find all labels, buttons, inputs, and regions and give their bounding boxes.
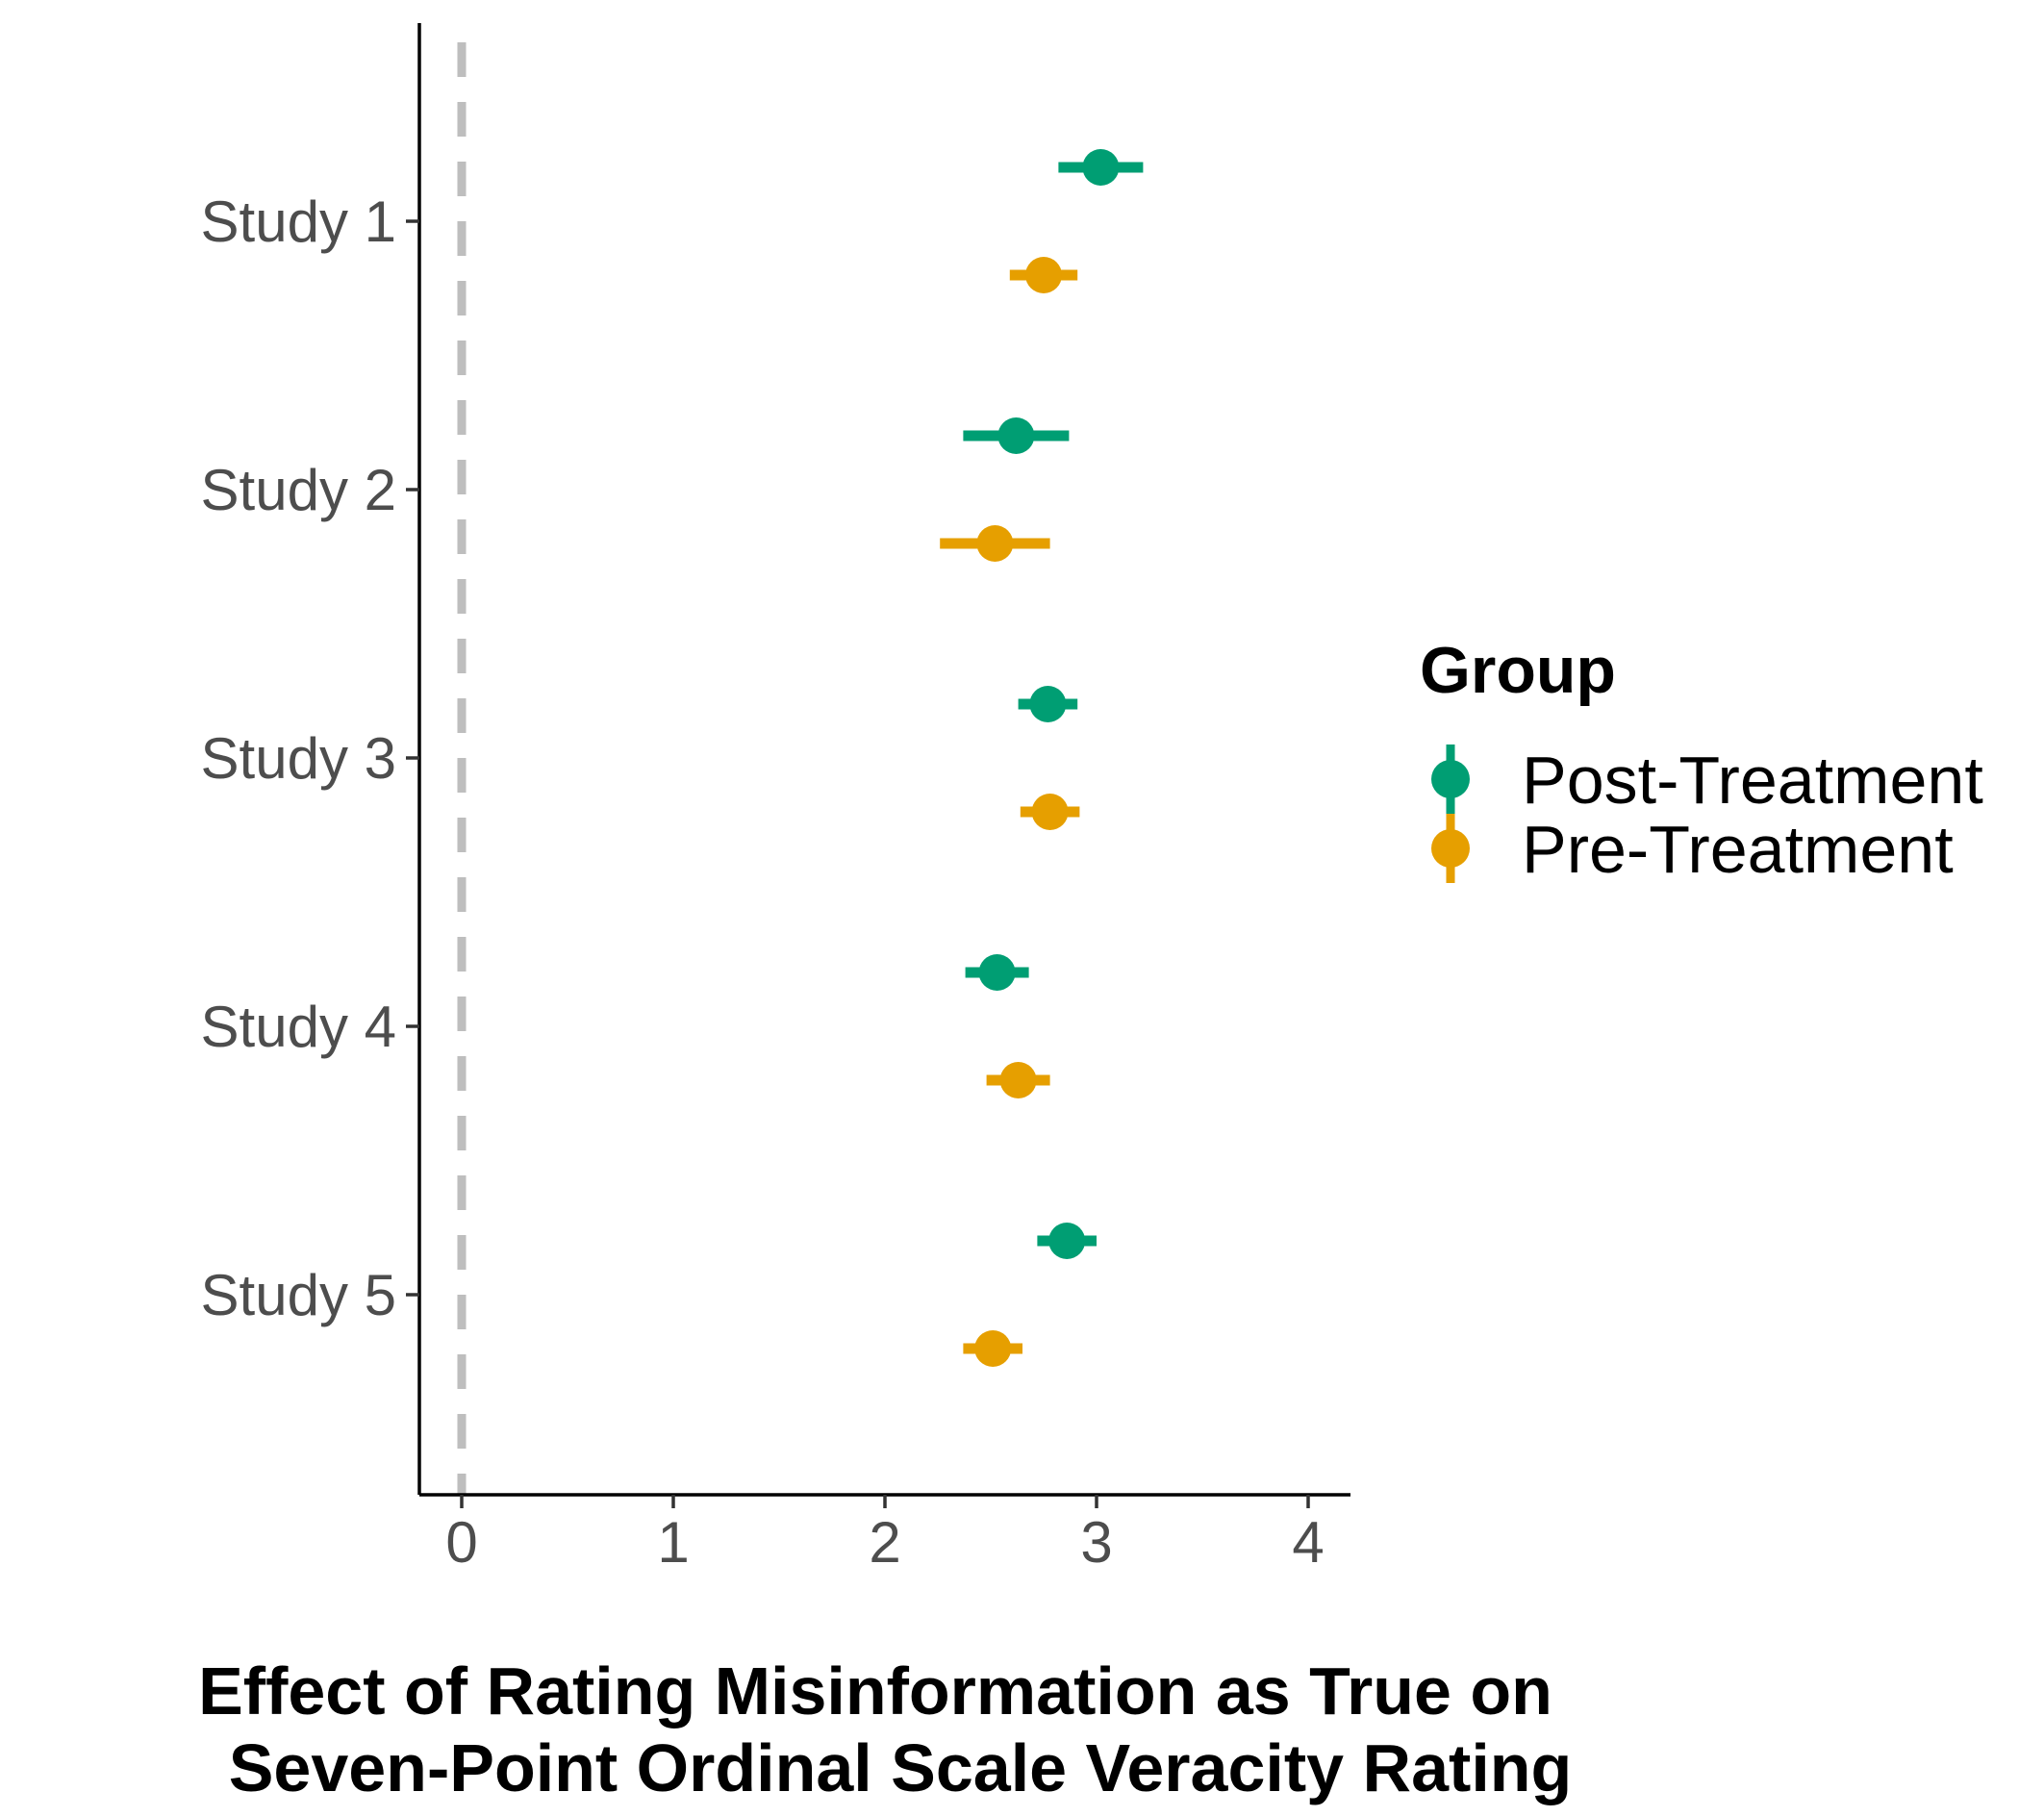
point-estimate [1048, 1223, 1086, 1259]
legend-key-point [1431, 829, 1470, 868]
series-post-treatment [963, 149, 1144, 1259]
x-tick-label: 1 [657, 1510, 689, 1575]
y-tick-label: Study 4 [201, 995, 396, 1059]
y-axis-ticks: Study 1 Study 2 Study 3 Study 4 Study 5 [201, 189, 419, 1327]
point-estimate [976, 525, 1014, 562]
x-tick-label: 3 [1080, 1510, 1112, 1575]
legend-key-point [1431, 760, 1470, 798]
legend-item: Post-Treatment [1431, 743, 1983, 818]
legend-title: Group [1420, 634, 1616, 707]
x-tick-label: 4 [1292, 1510, 1324, 1575]
point-estimate [1025, 257, 1062, 293]
data-series [940, 149, 1144, 1367]
legend-label: Post-Treatment [1522, 743, 1983, 818]
point-estimate [1031, 794, 1069, 830]
y-tick-label: Study 5 [201, 1263, 396, 1327]
legend-label: Pre-Treatment [1522, 812, 1954, 887]
x-tick-label: 0 [445, 1510, 477, 1575]
y-tick-label: Study 2 [201, 458, 396, 522]
legend-item: Pre-Treatment [1431, 812, 1954, 887]
axes [417, 23, 1350, 1497]
y-tick-label: Study 1 [201, 189, 396, 254]
x-axis-title: Effect of Rating Misinformation as True … [198, 1653, 1572, 1805]
x-axis-ticks: 0 1 2 3 4 [445, 1495, 1325, 1575]
point-estimate [997, 417, 1035, 454]
x-tick-label: 2 [869, 1510, 900, 1575]
point-estimate [1029, 686, 1067, 722]
point-estimate [978, 954, 1016, 991]
point-estimate [999, 1062, 1037, 1098]
x-axis-title-line: Effect of Rating Misinformation as True … [198, 1653, 1552, 1729]
point-estimate [974, 1330, 1012, 1367]
x-axis-title-line: Seven-Point Ordinal Scale Veracity Ratin… [229, 1730, 1573, 1805]
series-pre-treatment [940, 257, 1080, 1367]
y-tick-label: Study 3 [201, 726, 396, 791]
point-estimate [1082, 149, 1120, 186]
